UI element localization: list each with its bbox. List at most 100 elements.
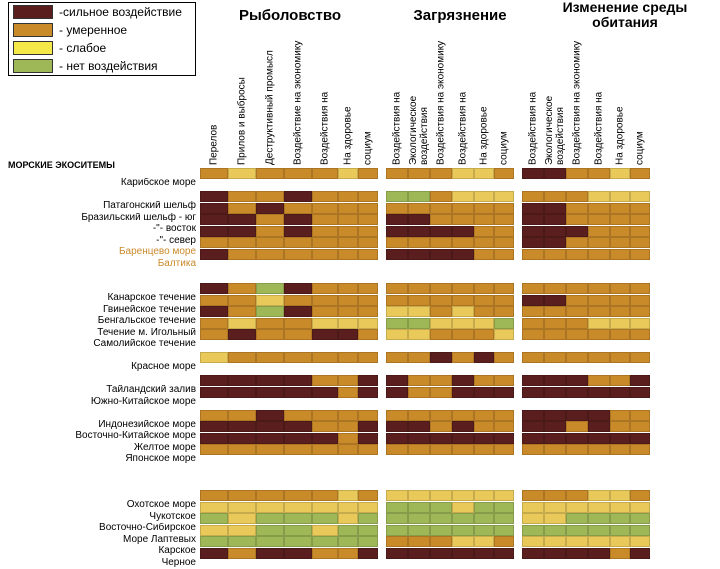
heatmap-cell <box>256 502 284 513</box>
heatmap-cell <box>522 283 544 294</box>
heatmap-cell <box>386 421 408 432</box>
heatmap-cell <box>430 295 452 306</box>
heatmap-cell <box>474 536 494 547</box>
heatmap-cell <box>566 444 588 455</box>
heatmap-cell <box>610 283 630 294</box>
heatmap-cell <box>522 226 544 237</box>
heatmap-cell <box>256 421 284 432</box>
heatmap-cell <box>610 352 630 363</box>
heatmap-cell <box>284 283 312 294</box>
heatmap-cell <box>228 318 256 329</box>
row-label: Охотское море <box>8 500 196 512</box>
heatmap-cell <box>566 375 588 386</box>
heatmap-cell <box>610 191 630 202</box>
heatmap-cell <box>544 548 566 559</box>
heatmap-cell <box>588 318 610 329</box>
heatmap-cell <box>474 525 494 536</box>
heatmap-cell <box>228 168 256 179</box>
heatmap-cell <box>544 525 566 536</box>
heatmap-cell <box>200 168 228 179</box>
heatmap-cell <box>474 387 494 398</box>
heatmap-cell <box>358 502 378 513</box>
row-label: Чукотское <box>8 512 196 524</box>
heatmap-cell <box>408 318 430 329</box>
heatmap-cell <box>284 490 312 501</box>
heatmap-cell <box>338 249 358 260</box>
heatmap-cell <box>544 513 566 524</box>
heatmap-cell <box>358 444 378 455</box>
heatmap-cell <box>588 410 610 421</box>
heatmap-cell <box>358 329 378 340</box>
heatmap-cell <box>494 226 514 237</box>
heatmap-cell <box>452 525 474 536</box>
heatmap-cell <box>494 318 514 329</box>
heatmap-cell <box>228 410 256 421</box>
heatmap-cell <box>386 375 408 386</box>
heatmap-cell <box>566 387 588 398</box>
heatmap-cell <box>494 536 514 547</box>
row-label: Самолийское течение <box>8 339 196 351</box>
heatmap-cell <box>338 490 358 501</box>
heatmap-cell <box>386 203 408 214</box>
heatmap-cell <box>312 513 338 524</box>
heatmap-cell <box>200 352 228 363</box>
heatmap-cell <box>256 191 284 202</box>
heatmap-cell <box>544 203 566 214</box>
heatmap-cell <box>200 421 228 432</box>
heatmap-cell <box>610 490 630 501</box>
heatmap-cell <box>312 249 338 260</box>
heatmap-cell <box>452 237 474 248</box>
heatmap-cell <box>494 525 514 536</box>
heatmap-cell <box>610 318 630 329</box>
heatmap-cell <box>610 214 630 225</box>
heatmap-cell <box>544 421 566 432</box>
heatmap-cell <box>312 548 338 559</box>
heatmap-row <box>200 513 650 525</box>
heatmap-cell <box>386 168 408 179</box>
heatmap-cell <box>610 525 630 536</box>
column-label: Перелов <box>200 35 228 165</box>
heatmap-cell <box>312 191 338 202</box>
legend-swatch <box>13 23 53 37</box>
heatmap-cell <box>630 433 650 444</box>
heatmap-cell <box>228 375 256 386</box>
heatmap-cell <box>284 444 312 455</box>
heatmap-cell <box>630 283 650 294</box>
heatmap-cell <box>452 318 474 329</box>
heatmap-cell <box>408 329 430 340</box>
heatmap-cell <box>228 421 256 432</box>
heatmap-cell <box>200 548 228 559</box>
heatmap-cell <box>312 375 338 386</box>
legend-label: - нет воздействия <box>59 59 158 73</box>
heatmap-cell <box>630 490 650 501</box>
heatmap-cell <box>474 329 494 340</box>
column-label: Деструктивный промысл <box>256 35 284 165</box>
heatmap-cell <box>312 525 338 536</box>
heatmap-row <box>200 410 650 422</box>
heatmap-cell <box>228 214 256 225</box>
heatmap-cell <box>610 410 630 421</box>
heatmap-cell <box>338 203 358 214</box>
heatmap-cell <box>200 214 228 225</box>
heatmap-cell <box>200 513 228 524</box>
row-label: -"- север <box>8 236 196 248</box>
legend-row: - нет воздействия <box>9 57 195 75</box>
row-label: Патагонский шельф <box>8 201 196 213</box>
header-fishing: Рыболовство <box>200 7 380 24</box>
column-label: Экологическое воздействия <box>408 35 430 165</box>
column-label: Воздействия на <box>588 35 610 165</box>
heatmap-cell <box>338 536 358 547</box>
heatmap-cell <box>256 168 284 179</box>
heatmap-cell <box>630 295 650 306</box>
row-label: Карское <box>8 546 196 558</box>
heatmap-cell <box>312 387 338 398</box>
heatmap-cell <box>338 191 358 202</box>
heatmap-cell <box>430 525 452 536</box>
heatmap-cell <box>386 387 408 398</box>
heatmap-cell <box>452 375 474 386</box>
heatmap-cell <box>610 387 630 398</box>
heatmap-cell <box>610 444 630 455</box>
heatmap-cell <box>630 421 650 432</box>
heatmap-cell <box>256 536 284 547</box>
heatmap-cell <box>588 444 610 455</box>
